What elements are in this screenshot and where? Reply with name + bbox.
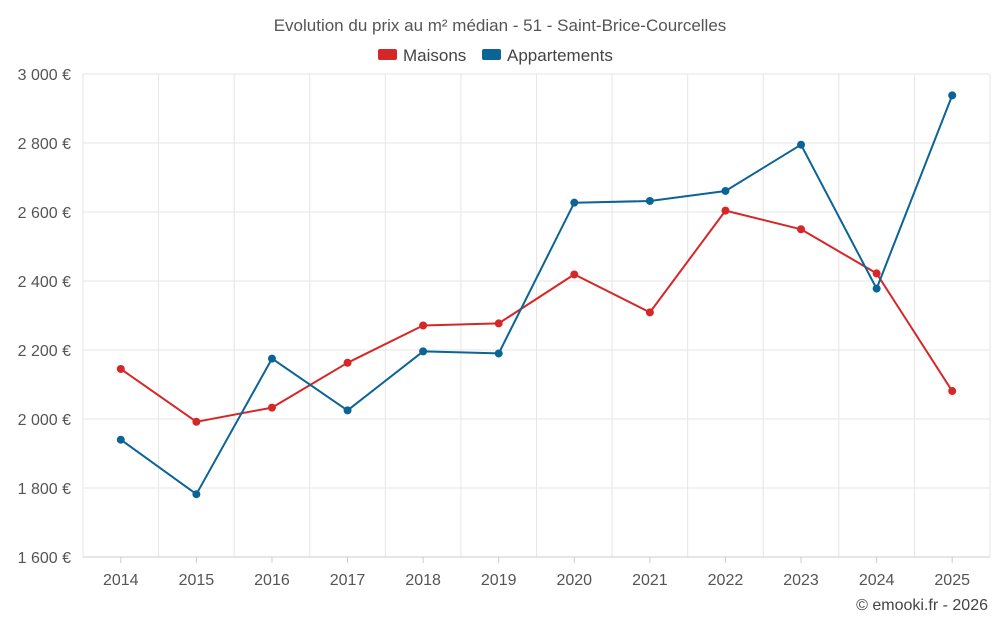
y-tick-label: 2 800 € (18, 136, 71, 153)
series-line-maisons (120, 209, 954, 423)
grid (82, 73, 991, 558)
credit-text: © emooki.fr - 2026 (856, 597, 988, 614)
y-tick-label: 2 400 € (18, 274, 71, 291)
series (116, 91, 957, 499)
data-point-appartements[interactable] (645, 196, 654, 205)
data-point-maisons[interactable] (343, 358, 352, 367)
legend: Maisons Appartements (378, 46, 613, 65)
data-point-maisons[interactable] (494, 319, 503, 328)
data-point-maisons[interactable] (797, 225, 806, 234)
data-point-maisons[interactable] (645, 308, 654, 317)
data-point-appartements[interactable] (267, 354, 276, 363)
legend-swatch-appartements (482, 49, 501, 60)
chart-title: Evolution du prix au m² médian - 51 - Sa… (274, 16, 727, 35)
legend-label-appartements: Appartements (507, 46, 613, 65)
legend-item-maisons[interactable]: Maisons (378, 46, 466, 65)
data-point-maisons[interactable] (721, 206, 730, 215)
y-axis-ticks: 1 600 € 1 800 € 2 000 € 2 200 € 2 400 € 2 600… (18, 67, 71, 567)
data-point-appartements[interactable] (494, 349, 503, 358)
x-tick-label: 2015 (179, 572, 215, 589)
data-point-maisons[interactable] (570, 270, 579, 279)
legend-item-appartements[interactable]: Appartements (482, 46, 613, 65)
data-point-maisons[interactable] (948, 387, 957, 396)
data-point-appartements[interactable] (343, 406, 352, 415)
x-tick-label: 2025 (934, 572, 970, 589)
x-axis-ticks: 2014 2015 2016 2017 2018 2019 2020 2021 2022 2023… (103, 557, 970, 589)
legend-swatch-maisons (378, 49, 397, 60)
data-point-appartements[interactable] (948, 91, 957, 100)
data-point-maisons[interactable] (192, 417, 201, 426)
data-point-maisons[interactable] (116, 364, 125, 373)
y-tick-label: 3 000 € (18, 67, 71, 84)
y-tick-label: 1 600 € (18, 550, 71, 567)
x-tick-label: 2017 (330, 572, 366, 589)
y-tick-label: 2 200 € (18, 343, 71, 360)
data-point-appartements[interactable] (797, 140, 806, 149)
y-tick-label: 1 800 € (18, 481, 71, 498)
data-point-maisons[interactable] (419, 321, 428, 330)
x-tick-label: 2019 (481, 572, 517, 589)
series-line-appartements (120, 95, 954, 496)
data-point-maisons[interactable] (267, 403, 276, 412)
data-point-maisons[interactable] (872, 269, 881, 278)
x-tick-label: 2023 (783, 572, 819, 589)
y-tick-label: 2 000 € (18, 412, 71, 429)
x-tick-label: 2014 (103, 572, 139, 589)
x-tick-label: 2022 (708, 572, 744, 589)
data-point-appartements[interactable] (721, 186, 730, 195)
x-tick-label: 2020 (556, 572, 592, 589)
x-tick-label: 2016 (254, 572, 290, 589)
data-point-appartements[interactable] (570, 198, 579, 207)
data-point-appartements[interactable] (872, 284, 881, 293)
x-tick-label: 2021 (632, 572, 668, 589)
y-tick-label: 2 600 € (18, 205, 71, 222)
data-point-appartements[interactable] (116, 435, 125, 444)
legend-label-maisons: Maisons (403, 46, 466, 65)
data-point-appartements[interactable] (419, 347, 428, 356)
data-point-appartements[interactable] (192, 490, 201, 499)
x-tick-label: 2018 (405, 572, 441, 589)
x-tick-label: 2024 (859, 572, 895, 589)
